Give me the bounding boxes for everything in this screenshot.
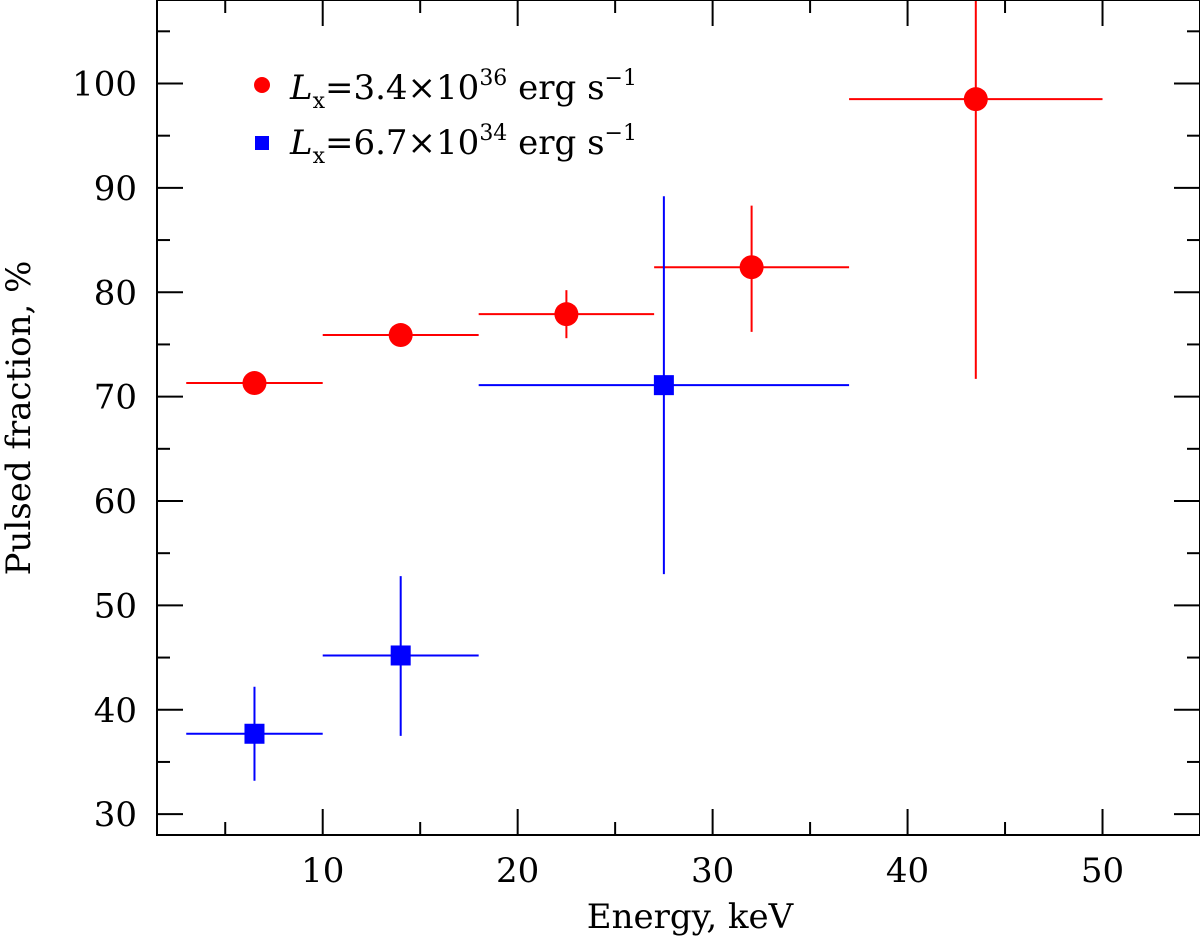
legend-exponent: 34 [479, 121, 507, 146]
legend: Lx=3.4×1036 erg s−1 Lx=6.7×1034 erg s−1 [254, 66, 637, 169]
data-point-square [390, 645, 411, 666]
legend-entry-low-lx: Lx=6.7×1034 erg s−1 [289, 121, 637, 169]
x-tick-label: 20 [496, 851, 539, 891]
legend-unit-exponent: −1 [605, 66, 637, 91]
x-tick-label: 40 [886, 851, 929, 891]
y-axis-title: Pulsed fraction, % [0, 261, 39, 576]
data-point-square [244, 723, 265, 744]
x-axis-title: Energy, keV [587, 897, 795, 937]
data-point-circle [242, 371, 267, 396]
tick-labels: 10 20 30 40 50 30 40 50 60 70 80 90 100 [72, 65, 1124, 892]
legend-entry-high-lx: Lx=3.4×1036 erg s−1 [289, 66, 637, 114]
data-point-circle [554, 302, 579, 327]
legend-unit: erg s [507, 123, 604, 163]
legend-symbol: L [289, 68, 313, 108]
legend-symbol: L [289, 123, 313, 163]
y-tick-label: 50 [94, 586, 137, 626]
y-tick-label: 60 [94, 482, 137, 522]
legend-value: =6.7×10 [325, 123, 479, 163]
x-tick-label: 10 [301, 851, 344, 891]
series-high-lx [186, 1, 1103, 396]
y-tick-label: 40 [94, 691, 137, 731]
x-tick-label: 50 [1081, 851, 1124, 891]
series-low-lx [186, 196, 850, 781]
legend-unit-exponent: −1 [605, 121, 637, 146]
y-tick-label: 90 [94, 169, 137, 209]
y-tick-label: 30 [94, 795, 137, 835]
data-point-circle [388, 323, 413, 348]
data-point-circle [739, 255, 764, 280]
y-tick-label: 70 [94, 378, 137, 418]
legend-marker-blue-square [255, 136, 269, 150]
legend-marker-red-circle [254, 77, 270, 93]
legend-unit: erg s [507, 68, 604, 108]
legend-subscript: x [313, 89, 326, 114]
legend-value: =3.4×10 [325, 68, 479, 108]
y-tick-label: 100 [72, 65, 137, 105]
ticks-layer [157, 0, 1200, 835]
data-point-square [653, 375, 674, 396]
legend-subscript: x [313, 144, 326, 169]
plot-frame [156, 0, 1200, 836]
data-layer [186, 1, 1103, 781]
y-tick-label: 80 [94, 273, 137, 313]
data-point-circle [963, 87, 988, 112]
legend-exponent: 36 [479, 66, 507, 91]
x-tick-label: 30 [691, 851, 734, 891]
